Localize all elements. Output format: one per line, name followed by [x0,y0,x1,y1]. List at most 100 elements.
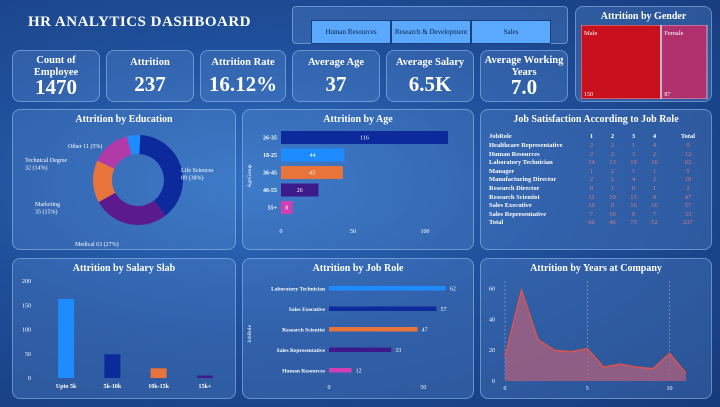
table-cell: 2 [589,150,594,158]
table-cell: 0 [589,184,594,192]
x-tick-label: 10k-15k [148,384,169,390]
table-cell: 46 [609,219,616,227]
table-cell: 1 [631,167,636,175]
kpi-average-working-years: Average Working Years 7.0 [480,50,568,102]
data-label: 44 [310,153,316,159]
table-cell: 2 [610,142,615,149]
dashboard-title: HR ANALYTICS DASHBOARD [28,14,251,30]
category-label: 55+ [268,206,278,212]
x-tick-label: 0 [328,385,331,391]
jobrole-bar-chart: JobRole Laboratory Technician 62 Sales Exec… [247,286,456,391]
table-cell: 4 [631,176,636,184]
column-header: 3 [631,132,636,140]
slicer-research-development[interactable]: Research & Development [391,20,471,44]
donut-slice-other [126,135,141,155]
kpi-value: 1470 [35,75,77,99]
table-cell: 14 [588,159,595,167]
table-cell: 2 [610,150,615,158]
column-header: 2 [610,132,615,140]
department-slicer: Human Resources Research & Development S… [292,6,568,44]
x-tick-label: 5 [586,386,589,392]
y-tick-label: 50 [25,352,31,358]
data-label: 33 [395,348,401,354]
donut-label: 89 (38%) [181,175,204,182]
kpi-value: 237 [134,72,166,96]
data-label: 57 [440,307,446,313]
table-header-row: JobRole 1 2 3 4 Total [489,130,711,142]
table-cell: 12 [684,150,692,158]
area-line [504,287,687,374]
salary-panel: Attrition by Salary Slab 0 50 100 150 200 Upt… [12,258,236,399]
bar-5k-10k [104,354,121,378]
salary-bar-chart: 0 50 100 150 200 Upto 5k 5k-10k 10k-15k 15k+ [22,279,213,390]
y-tick-label: 0 [28,376,31,382]
y-tick-label: 200 [22,279,31,285]
table-cell: 237 [683,219,693,227]
table-cell: 1 [589,167,594,175]
table-row: Sales Executive 16 9 16 16 57 [489,202,711,211]
table-row: Research Director 0 1 0 1 2 [489,185,711,194]
treemap-tile-female [661,25,708,99]
table-cell: 16 [588,202,595,210]
table-cell: 62 [684,159,692,167]
kpi-label: Attrition Rate [211,57,275,68]
bar-18-25 [281,148,345,162]
bar-sales-executive [329,306,437,311]
slicer-sales[interactable]: Sales [471,20,551,44]
table-cell: 2 [610,176,615,184]
table-cell: 2 [686,184,690,192]
bar-human-resources [329,368,352,373]
table-cell: 0 [631,184,636,192]
x-tick-label: 10 [667,386,673,392]
column-header: JobRole [489,132,512,140]
slicer-human-resources[interactable]: Human Resources [311,20,391,44]
table-cell: 1 [631,142,636,149]
kpi-label: Average Age [307,57,365,68]
treemap-label: Male [584,30,597,37]
data-label: 12 [356,368,362,374]
y-tick-label: 60 [489,287,495,293]
data-label: 8 [285,206,288,212]
category-label: Sales Executive [289,307,326,313]
row-label: Human Resources [489,150,540,158]
donut-label: Medical 63 (27%) [75,241,119,248]
table-row: Research Scientist 11 10 15 9 47 [489,194,711,203]
table-cell: 1 [610,184,615,192]
table-cell: 2 [652,150,657,158]
donut-slice-life-sciences [139,135,184,216]
table-cell: 13 [609,159,616,167]
table-cell: 16 [630,202,637,210]
table-cell: 52 [651,219,658,227]
donut-label: Life Sciences [181,167,214,174]
bar-upto-5k [58,298,75,378]
row-label: Laboratory Technician [489,159,553,167]
donut-label: 35 (15%) [35,209,58,216]
job-satisfaction-table: JobRole 1 2 3 4 Total Healthcare Representati… [489,130,711,228]
treemap-value: 87 [664,92,670,98]
kpi-average-age: Average Age 37 [292,50,380,102]
table-cell: 57 [684,202,692,210]
kpi-value: 7.0 [510,75,538,99]
table-cell: 1 [652,167,657,175]
bar-10k-15k [150,368,167,378]
row-label: Sales Executive [489,202,532,210]
x-tick-label: 50 [350,229,356,235]
bar-55- [281,201,293,214]
gender-treemap: Male 150 Female 87 [581,25,708,99]
x-tick-label: 0 [504,386,507,392]
y-tick-label: 40 [489,317,495,323]
x-tick-label: 5k-10k [104,384,122,390]
data-label: 62 [450,286,456,292]
x-tick-label: Upto 5k [56,384,77,390]
table-cell: 19 [630,159,637,167]
table-cell: 10 [684,176,692,184]
table-cell: 73 [630,219,637,227]
bar-research-scientist [329,327,418,332]
category-label: Laboratory Technician [271,286,325,292]
chart-title: Attrition by Years at Company [530,263,662,274]
jobrole-panel: Attrition by Job Role JobRole Laboratory … [242,258,474,399]
donut-label: 32 (14%) [25,165,48,172]
kpi-label: Average Working Years [484,55,564,78]
chart-title: Attrition by Job Role [312,263,404,274]
years-area-chart: 0 20 40 60 0 5 10 [489,281,687,392]
